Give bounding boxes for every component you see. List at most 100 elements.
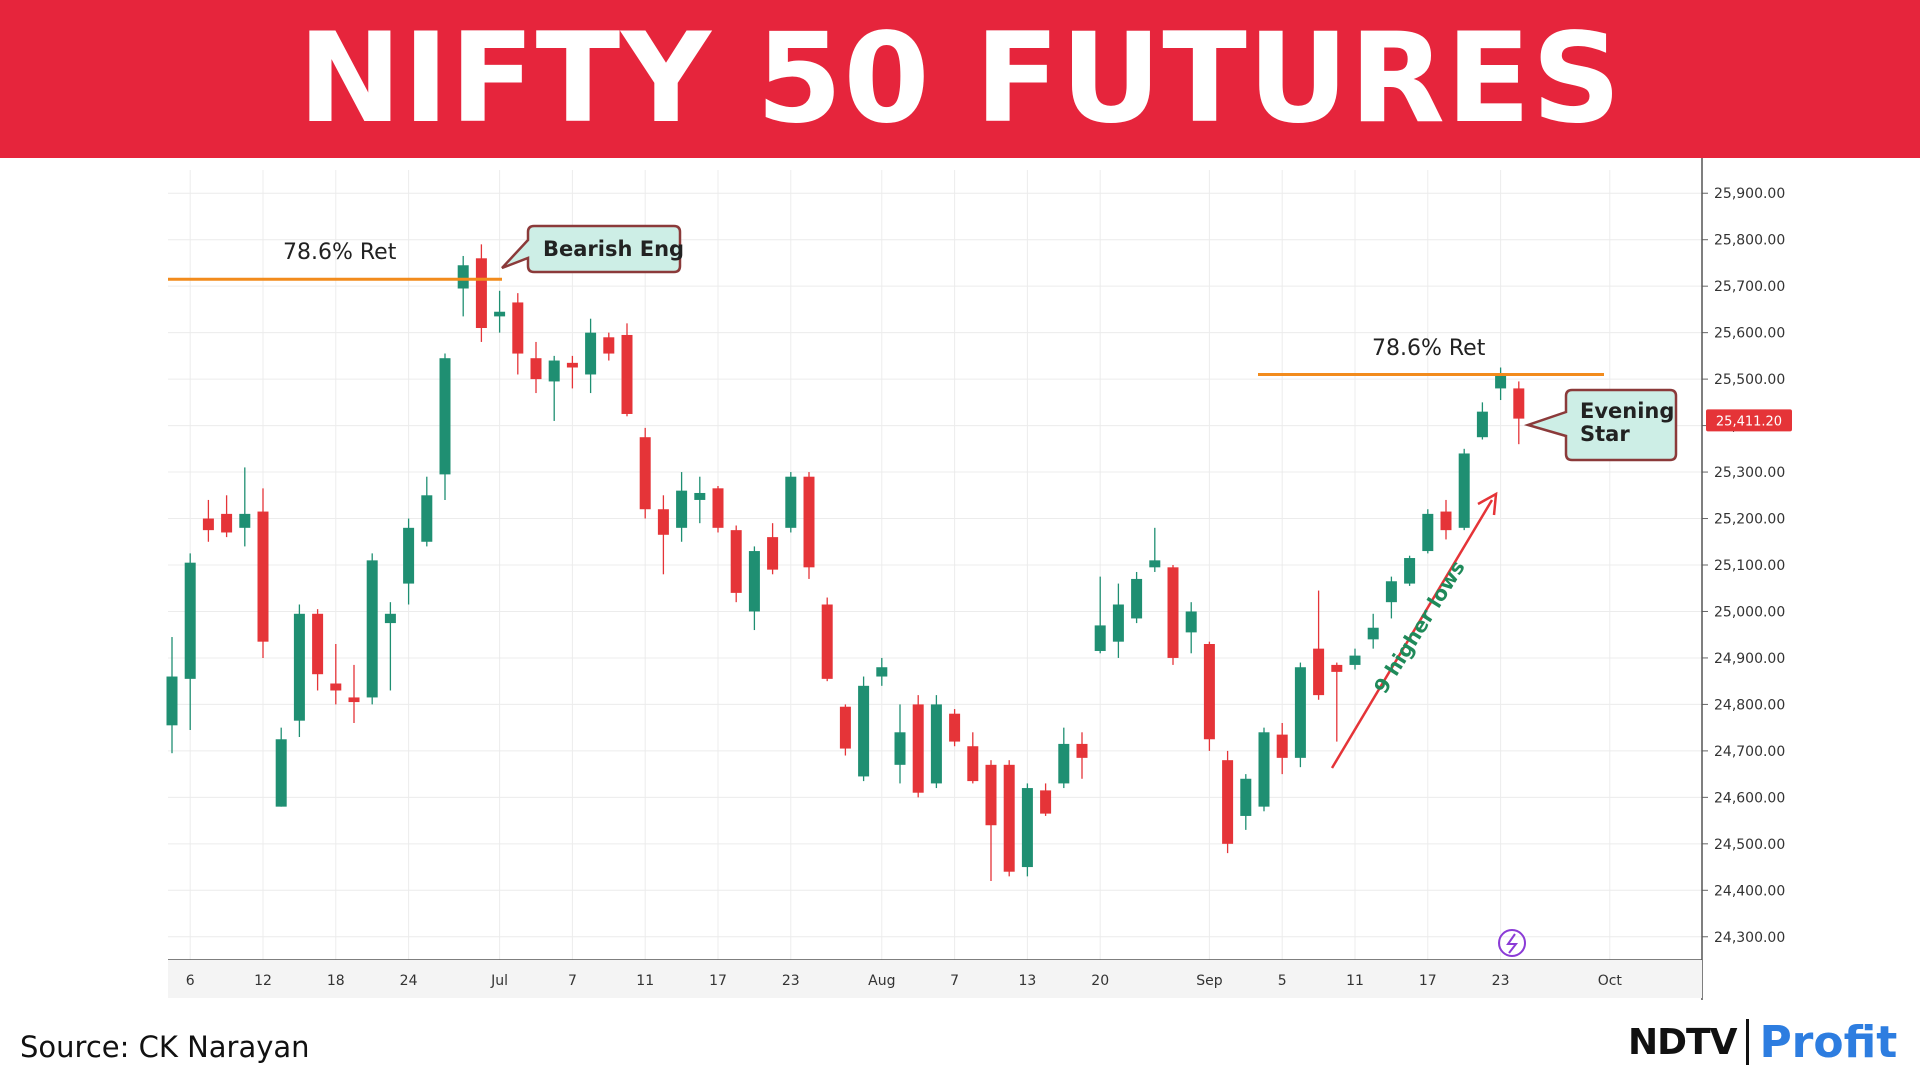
candle-body (1185, 611, 1197, 633)
candle-body (767, 537, 779, 570)
y-tick-label: 24,300.00 (1714, 930, 1785, 946)
candle (1185, 602, 1197, 654)
x-tick-label: Sep (1196, 973, 1223, 989)
x-tick-label: 7 (568, 973, 577, 989)
x-tick-label: 20 (1091, 973, 1109, 989)
candle (839, 704, 851, 756)
candle (421, 476, 433, 547)
candle (293, 604, 305, 737)
candle-body (366, 560, 378, 698)
x-tick-label: 17 (1419, 973, 1437, 989)
candle-body (548, 360, 560, 382)
candle (912, 695, 924, 798)
candle (1167, 565, 1179, 665)
y-tick-label: 24,700.00 (1714, 744, 1785, 760)
candle-body (967, 746, 979, 782)
x-tick-label: Aug (868, 973, 895, 989)
x-tick-label: 12 (254, 973, 272, 989)
candle-body (1094, 625, 1106, 651)
candle (1276, 723, 1288, 775)
candle-body (1422, 513, 1434, 552)
candle-body (384, 613, 396, 624)
candle (494, 290, 506, 333)
candle-body (1458, 453, 1470, 528)
x-tick-label: 17 (709, 973, 727, 989)
candle-body (1367, 627, 1379, 640)
candle (566, 355, 578, 389)
candle (1385, 576, 1397, 619)
candle-body (1440, 511, 1452, 531)
candle-body (639, 437, 651, 510)
candle (1240, 774, 1252, 830)
candle (1476, 402, 1488, 440)
candle-body (1313, 648, 1325, 696)
candle-body (603, 337, 615, 354)
candle (512, 293, 524, 375)
candles-layer (166, 244, 1525, 881)
x-tick-label: 6 (186, 973, 195, 989)
candle-body (712, 488, 724, 528)
candle-body (621, 334, 633, 414)
candle (712, 486, 724, 533)
candle (985, 760, 997, 881)
candle-body (475, 258, 487, 328)
candle (657, 495, 669, 575)
candle-body (803, 476, 815, 568)
candle-body (839, 706, 851, 749)
lightning-icon (1498, 929, 1526, 957)
candle-body (293, 613, 305, 721)
candle-body (1203, 644, 1215, 740)
candle-body (457, 265, 469, 289)
logo-divider (1746, 1019, 1750, 1065)
x-tick-label: 11 (1346, 973, 1364, 989)
x-tick-label: Jul (490, 973, 508, 989)
y-axis: 25,900.00 25,800.00 25,700.00 25,600.00 25,5… (1701, 158, 1785, 1000)
candle (384, 602, 396, 691)
candle (184, 553, 196, 730)
candle-body (949, 713, 961, 742)
candle (202, 499, 214, 542)
candle (330, 644, 342, 705)
callout-evening-line1: Evening (1580, 399, 1674, 423)
candlestick-chart: 25,900.00 25,800.00 25,700.00 25,600.00 25,5… (166, 158, 1792, 1000)
source-credit: Source: CK Narayan (20, 1030, 310, 1064)
y-tick-label: 25,300.00 (1714, 465, 1785, 481)
y-tick-label: 24,500.00 (1714, 837, 1785, 853)
candle-body (403, 527, 415, 584)
y-tick-label: 25,100.00 (1714, 558, 1785, 574)
candle (530, 341, 542, 394)
candle (1094, 576, 1106, 654)
candle (1294, 662, 1306, 768)
callout-evening-line2: Star (1580, 422, 1630, 446)
candle (366, 553, 378, 705)
candle (257, 488, 269, 658)
candle (275, 727, 287, 807)
candle-body (585, 332, 597, 375)
candle (475, 244, 487, 342)
candle-body (1276, 734, 1288, 758)
y-tick-label: 25,500.00 (1714, 372, 1785, 388)
candle-body (330, 683, 342, 691)
candle (1021, 783, 1033, 877)
candle-body (257, 511, 269, 642)
candle-body (876, 667, 888, 677)
callout-bearish-label: Bearish Eng (543, 237, 684, 261)
candle-body (657, 509, 669, 535)
candle (1131, 571, 1143, 624)
candle-body (494, 311, 506, 317)
candle-body (202, 518, 214, 531)
candle (603, 332, 615, 361)
candle-body (858, 685, 870, 777)
candle (1149, 527, 1161, 572)
candle-body (312, 613, 324, 675)
candle-body (1476, 411, 1488, 438)
candle-body (566, 362, 578, 368)
candle (312, 609, 324, 691)
candle-body (1240, 778, 1252, 816)
candle-body (930, 704, 942, 784)
candle (1003, 760, 1015, 877)
fib-label-left: 78.6% Ret (283, 240, 397, 265)
candle-body (421, 495, 433, 542)
candle (639, 427, 651, 519)
candle (1112, 583, 1124, 658)
